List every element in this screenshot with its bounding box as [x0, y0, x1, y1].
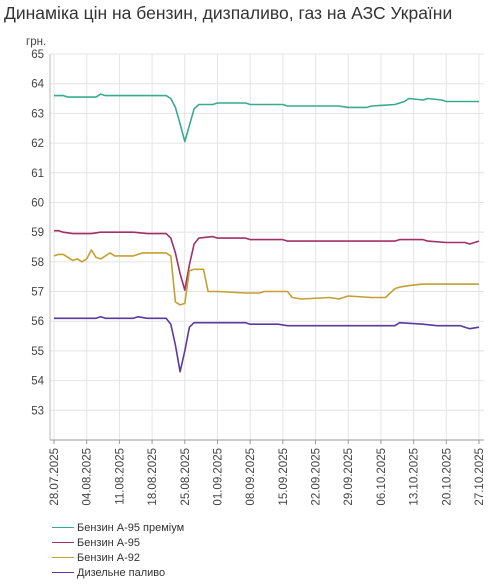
- y-tick-label: 54: [31, 376, 44, 388]
- legend-item: Бензин А-95 преміум: [52, 520, 184, 535]
- legend-item: Бензин А-92: [52, 550, 184, 565]
- legend-label: Бензин А-95: [77, 536, 140, 549]
- y-tick-label: 64: [31, 79, 44, 91]
- x-tick-labels: 28.07.2025 04.08.2025 11.08.2025 18.08.2025…: [49, 448, 486, 506]
- chart-title: Динаміка цін на бензин, дизпаливо, газ н…: [4, 3, 453, 23]
- legend-label: Бензин А-92: [77, 551, 140, 564]
- y-tick-label: 60: [31, 197, 44, 209]
- legend-item: Бензин А-95: [52, 535, 184, 550]
- series-lines: [53, 93, 480, 373]
- x-tick-label: 29.09.2025: [343, 448, 355, 506]
- x-tick-label: 15.09.2025: [278, 448, 290, 506]
- x-tick-label: 06.10.2025: [376, 448, 388, 506]
- y-tick-label: 58: [31, 257, 44, 269]
- x-tick-label: 04.08.2025: [82, 448, 94, 506]
- x-tick-label: 27.10.2025: [474, 448, 486, 506]
- x-tick-label: 25.08.2025: [180, 448, 192, 506]
- x-tick-label: 20.10.2025: [441, 448, 453, 506]
- y-tick-labels: 53 54 55 56 57 58 59 60 61 62 63 64 65: [31, 49, 44, 417]
- x-tick-label: 01.09.2025: [212, 448, 224, 506]
- legend: Бензин А-95 преміум Бензин А-95 Бензин А-9…: [52, 520, 184, 580]
- legend-label: Бензин А-95 преміум: [77, 521, 185, 534]
- series-line: [54, 93, 479, 143]
- y-tick-label: 57: [31, 287, 44, 299]
- y-tick-label: 55: [31, 346, 44, 358]
- x-tick-label: 11.08.2025: [114, 448, 126, 505]
- y-tick-label: 59: [31, 227, 44, 239]
- legend-swatch: [52, 557, 74, 558]
- x-tick-label: 08.09.2025: [245, 448, 257, 506]
- x-tick-label: 28.07.2025: [49, 448, 61, 506]
- legend-label: Дизельне паливо: [77, 566, 166, 579]
- x-tick-label: 22.09.2025: [311, 448, 323, 506]
- y-tick-label: 63: [31, 108, 44, 120]
- legend-swatch: [52, 572, 74, 573]
- series-line: [54, 315, 480, 373]
- y-tick-label: 65: [31, 49, 44, 61]
- legend-item: Дизельне паливо: [52, 565, 184, 580]
- legend-swatch: [52, 527, 74, 528]
- y-axis-label: грн.: [26, 36, 46, 48]
- y-tick-label: 53: [31, 405, 44, 417]
- y-tick-label: 61: [31, 168, 44, 180]
- x-tick-label: 18.08.2025: [147, 448, 159, 506]
- x-tick-label: 13.10.2025: [409, 448, 421, 506]
- series-line: [54, 229, 480, 291]
- y-tick-label: 62: [31, 138, 44, 150]
- axes: [49, 54, 484, 444]
- legend-swatch: [52, 542, 74, 543]
- y-tick-label: 56: [31, 316, 44, 328]
- grid-lines: [50, 53, 484, 440]
- series-line: [53, 249, 479, 306]
